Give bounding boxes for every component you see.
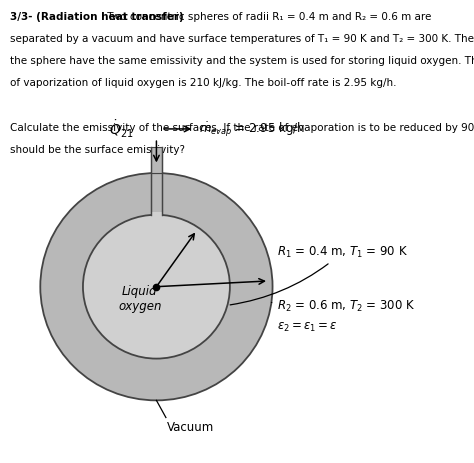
Text: should be the surface emissivity?: should be the surface emissivity?: [10, 145, 185, 155]
Circle shape: [83, 215, 230, 359]
Text: Calculate the emissivity of the surfaces. If the rate of evaporation is to be re: Calculate the emissivity of the surfaces…: [10, 123, 474, 133]
Text: $R_1$ = 0.4 m, $T_1$ = 90 K: $R_1$ = 0.4 m, $T_1$ = 90 K: [230, 245, 408, 305]
Text: Two concentric spheres of radii R₁ = 0.4 m and R₂ = 0.6 m are: Two concentric spheres of radii R₁ = 0.4…: [104, 12, 432, 22]
Circle shape: [40, 174, 273, 400]
Text: Liquid
oxygen: Liquid oxygen: [118, 285, 162, 313]
Text: of vaporization of liquid oxygen is 210 kJ/kg. The boil-off rate is 2.95 kg/h.: of vaporization of liquid oxygen is 210 …: [10, 78, 397, 88]
Text: Vacuum: Vacuum: [167, 420, 214, 433]
Text: separated by a vacuum and have surface temperatures of T₁ = 90 K and T₂ = 300 K.: separated by a vacuum and have surface t…: [10, 34, 474, 44]
Text: the sphere have the same emissivity and the system is used for storing liquid ox: the sphere have the same emissivity and …: [10, 56, 474, 66]
Text: 3/3- (Radiation heat transfer): 3/3- (Radiation heat transfer): [10, 12, 184, 22]
Bar: [151, 148, 162, 174]
Text: $\dot{Q}_{21}$: $\dot{Q}_{21}$: [109, 119, 133, 140]
Text: $R_2$ = 0.6 m, $T_2$ = 300 K: $R_2$ = 0.6 m, $T_2$ = 300 K: [272, 298, 416, 313]
Bar: [151, 174, 162, 215]
Bar: [151, 212, 162, 218]
Text: $\varepsilon_2 = \varepsilon_1 = \varepsilon$: $\varepsilon_2 = \varepsilon_1 = \vareps…: [277, 320, 338, 333]
Text: $\dot{m}_{evap}$ = 2.95 kg/h: $\dot{m}_{evap}$ = 2.95 kg/h: [199, 120, 305, 139]
